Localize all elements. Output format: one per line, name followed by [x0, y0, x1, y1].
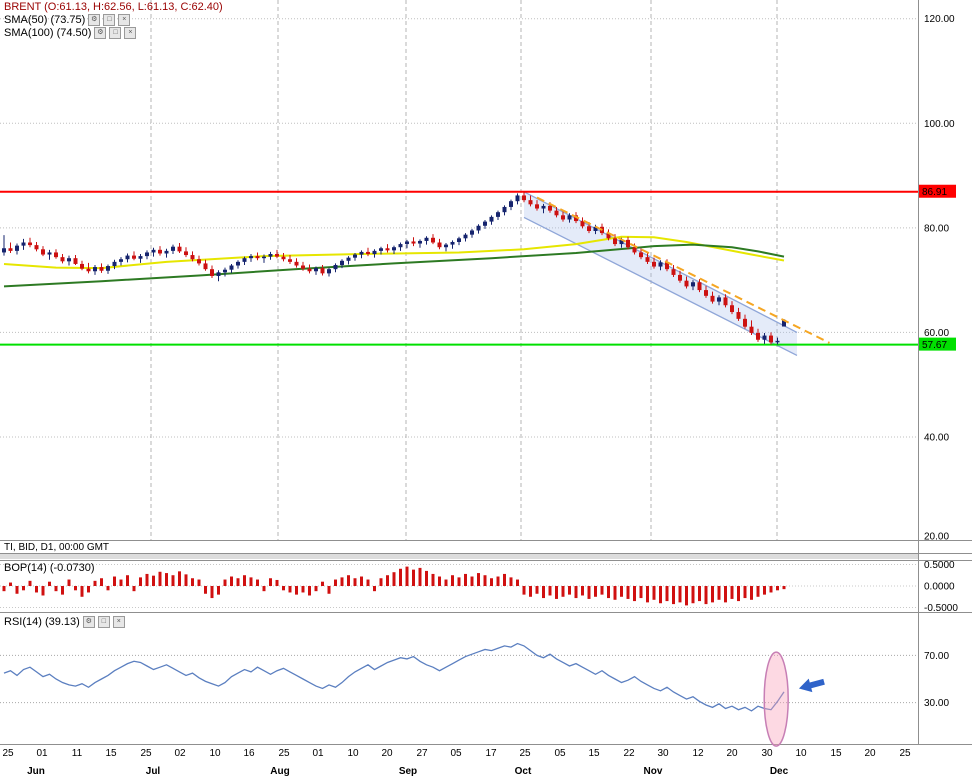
highlight-ellipse[interactable]: [763, 651, 789, 747]
trendline-dashed[interactable]: [536, 196, 830, 344]
x-tick-label: 17: [485, 748, 497, 759]
x-tick-label: 10: [209, 748, 221, 759]
candles-layer: [2, 191, 786, 345]
sma100-label: SMA(100) (74.50): [4, 27, 92, 39]
svg-text:57.67: 57.67: [922, 340, 947, 351]
x-tick-label: 01: [312, 748, 324, 759]
x-tick-label: 02: [174, 748, 186, 759]
svg-text:80.00: 80.00: [924, 223, 949, 234]
x-tick-label: 20: [864, 748, 876, 759]
x-tick-label: 15: [588, 748, 600, 759]
svg-text:40.00: 40.00: [924, 433, 949, 444]
x-tick-label: 15: [830, 748, 842, 759]
x-tick-label: 16: [243, 748, 255, 759]
settings-icon[interactable]: ⚙: [88, 14, 101, 26]
duplicate-icon[interactable]: □: [109, 27, 122, 39]
x-tick-label: 05: [450, 748, 462, 759]
x-tick-label: 10: [347, 748, 359, 759]
svg-text:86.91: 86.91: [922, 187, 947, 198]
x-tick-label: 25: [519, 748, 531, 759]
svg-text:60.00: 60.00: [924, 328, 949, 339]
x-tick-label: 01: [36, 748, 48, 759]
x-month-label: Sep: [399, 766, 417, 777]
rsi-legend: RSI(14) (39.13) ⚙ □ ×: [4, 616, 125, 628]
x-tick-label: 20: [726, 748, 738, 759]
instrument-ohlc-label: BRENT (O:61.13, H:62.56, L:61.13, C:62.4…: [4, 1, 223, 13]
svg-text:-0.5000: -0.5000: [924, 603, 958, 614]
duplicate-icon[interactable]: □: [103, 14, 116, 26]
x-tick-label: 10: [795, 748, 807, 759]
svg-text:120.00: 120.00: [924, 14, 955, 25]
arrow-annotation[interactable]: [797, 675, 826, 695]
svg-text:20.00: 20.00: [924, 532, 949, 543]
x-tick-label: 25: [899, 748, 911, 759]
x-tick-label: 30: [657, 748, 669, 759]
svg-text:0.0000: 0.0000: [924, 582, 955, 593]
settings-icon[interactable]: ⚙: [94, 27, 107, 39]
duplicate-icon[interactable]: □: [97, 616, 110, 628]
svg-text:0.5000: 0.5000: [924, 560, 955, 571]
x-tick-label: 22: [623, 748, 635, 759]
panel-borders: [0, 0, 972, 745]
bop-histogram: [2, 566, 786, 606]
settings-icon[interactable]: ⚙: [82, 616, 95, 628]
x-month-label: Jun: [27, 766, 45, 777]
sma50-label: SMA(50) (73.75): [4, 14, 86, 26]
rsi-line: [3, 642, 785, 712]
x-month-label: Aug: [270, 766, 289, 777]
x-axis: 25 01 11 15 25 02 10 16 25 01 10 20 27 05 17 25 05 15 22 30…: [2, 748, 911, 777]
x-tick-label: 20: [381, 748, 393, 759]
bop-label: BOP(14) (-0.0730): [4, 562, 95, 574]
x-tick-label: 27: [416, 748, 428, 759]
x-tick-label: 25: [2, 748, 14, 759]
close-icon[interactable]: ×: [112, 616, 125, 628]
x-month-label: Dec: [770, 766, 789, 777]
x-month-label: Oct: [515, 766, 532, 777]
close-icon[interactable]: ×: [124, 27, 137, 39]
svg-text:100.00: 100.00: [924, 119, 955, 130]
svg-text:30.00: 30.00: [924, 698, 949, 709]
x-tick-label: 12: [692, 748, 704, 759]
info-bar: TI, BID, D1, 00:00 GMT: [4, 542, 110, 553]
x-tick-label: 30: [761, 748, 773, 759]
x-tick-label: 11: [72, 748, 83, 759]
rsi-grid: [0, 654, 918, 704]
x-tick-label: 05: [554, 748, 566, 759]
x-month-label: Jul: [146, 766, 161, 777]
panel-splitter[interactable]: [0, 554, 918, 559]
price-tag: 57.67: [919, 337, 956, 351]
x-month-label: Nov: [644, 766, 663, 777]
rsi-label: RSI(14) (39.13): [4, 616, 80, 628]
chart-legend: BRENT (O:61.13, H:62.56, L:61.13, C:62.4…: [4, 1, 223, 39]
main-grid: [0, 0, 918, 540]
price-axis: 120.00 100.00 80.00 60.00 40.00 20.00 0.5000 0.…: [924, 14, 958, 709]
x-tick-label: 15: [105, 748, 117, 759]
svg-text:70.00: 70.00: [924, 651, 949, 662]
price-tag: 86.91: [919, 184, 956, 198]
x-tick-label: 25: [278, 748, 290, 759]
sma100-line: [3, 243, 785, 288]
x-tick-label: 25: [140, 748, 152, 759]
close-icon[interactable]: ×: [118, 14, 131, 26]
